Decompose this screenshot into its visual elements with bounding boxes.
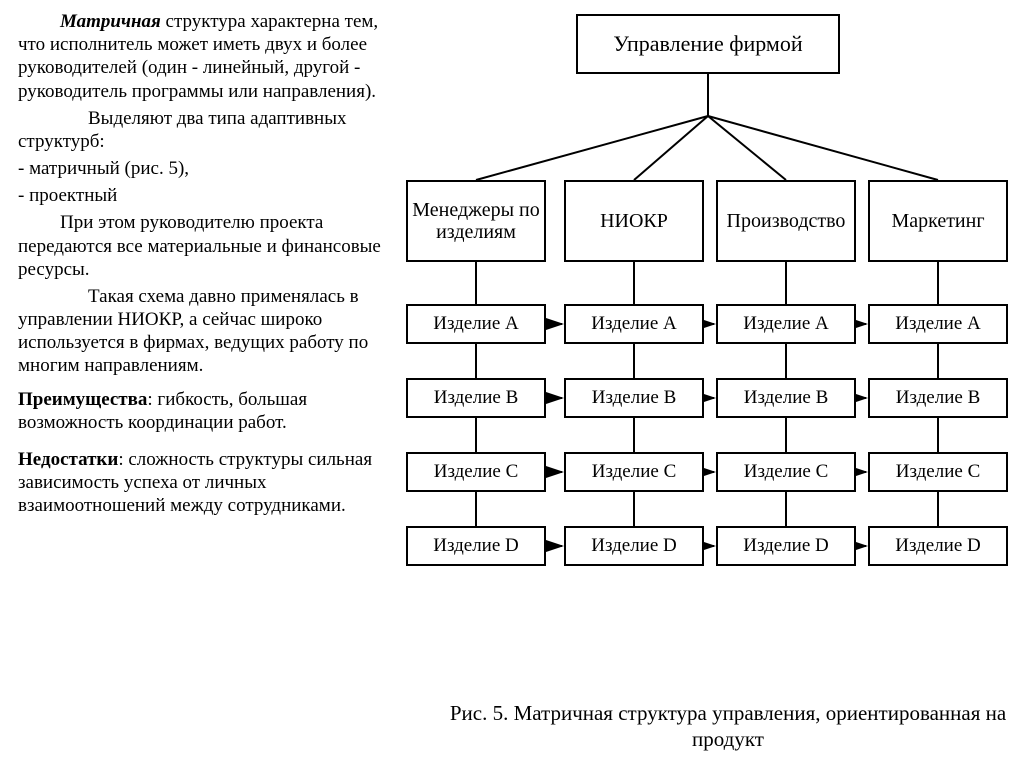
text-column: Матричная структура характерна тем, что …	[18, 10, 398, 521]
node-item-3-2: Изделие C	[868, 452, 1008, 492]
disadvantages: Недостатки: сложность структуры сильная …	[18, 448, 398, 518]
node-item-2-3: Изделие D	[716, 526, 856, 566]
para-3: При этом руководителю проекта передаются…	[18, 211, 398, 281]
node-item-3-0: Изделие A	[868, 304, 1008, 344]
connectors	[396, 14, 1016, 694]
advantages-label: Преимущества	[18, 389, 147, 410]
node-item-0-0: Изделие A	[406, 304, 546, 344]
node-item-2-1: Изделие B	[716, 378, 856, 418]
para-2a: - матричный (рис. 5),	[18, 157, 398, 180]
node-header-3: Маркетинг	[868, 180, 1008, 262]
advantages: Преимущества: гибкость, большая возможно…	[18, 388, 398, 434]
node-item-2-0: Изделие A	[716, 304, 856, 344]
org-chart: Управление фирмой Менеджеры по изделиям Из…	[396, 14, 1016, 694]
node-header-0: Менеджеры по изделиям	[406, 180, 546, 262]
node-item-3-1: Изделие B	[868, 378, 1008, 418]
para-1-term: Матричная	[60, 11, 161, 32]
node-item-1-0: Изделие A	[564, 304, 704, 344]
node-item-1-2: Изделие C	[564, 452, 704, 492]
node-item-0-3: Изделие D	[406, 526, 546, 566]
node-item-3-3: Изделие D	[868, 526, 1008, 566]
figure-caption: Рис. 5. Матричная структура управления, …	[448, 700, 1008, 753]
para-2b: - проектный	[18, 184, 398, 207]
node-item-1-1: Изделие B	[564, 378, 704, 418]
para-4: Такая схема давно применялась в управлен…	[18, 285, 398, 378]
node-header-2: Производство	[716, 180, 856, 262]
para-1: Матричная структура характерна тем, что …	[18, 10, 398, 103]
node-item-0-1: Изделие B	[406, 378, 546, 418]
node-header-1: НИОКР	[564, 180, 704, 262]
node-item-0-2: Изделие C	[406, 452, 546, 492]
node-top: Управление фирмой	[576, 14, 840, 74]
node-item-2-2: Изделие C	[716, 452, 856, 492]
disadvantages-label: Недостатки	[18, 449, 118, 470]
node-item-1-3: Изделие D	[564, 526, 704, 566]
para-2: Выделяют два типа адаптивных структурб:	[18, 107, 398, 153]
